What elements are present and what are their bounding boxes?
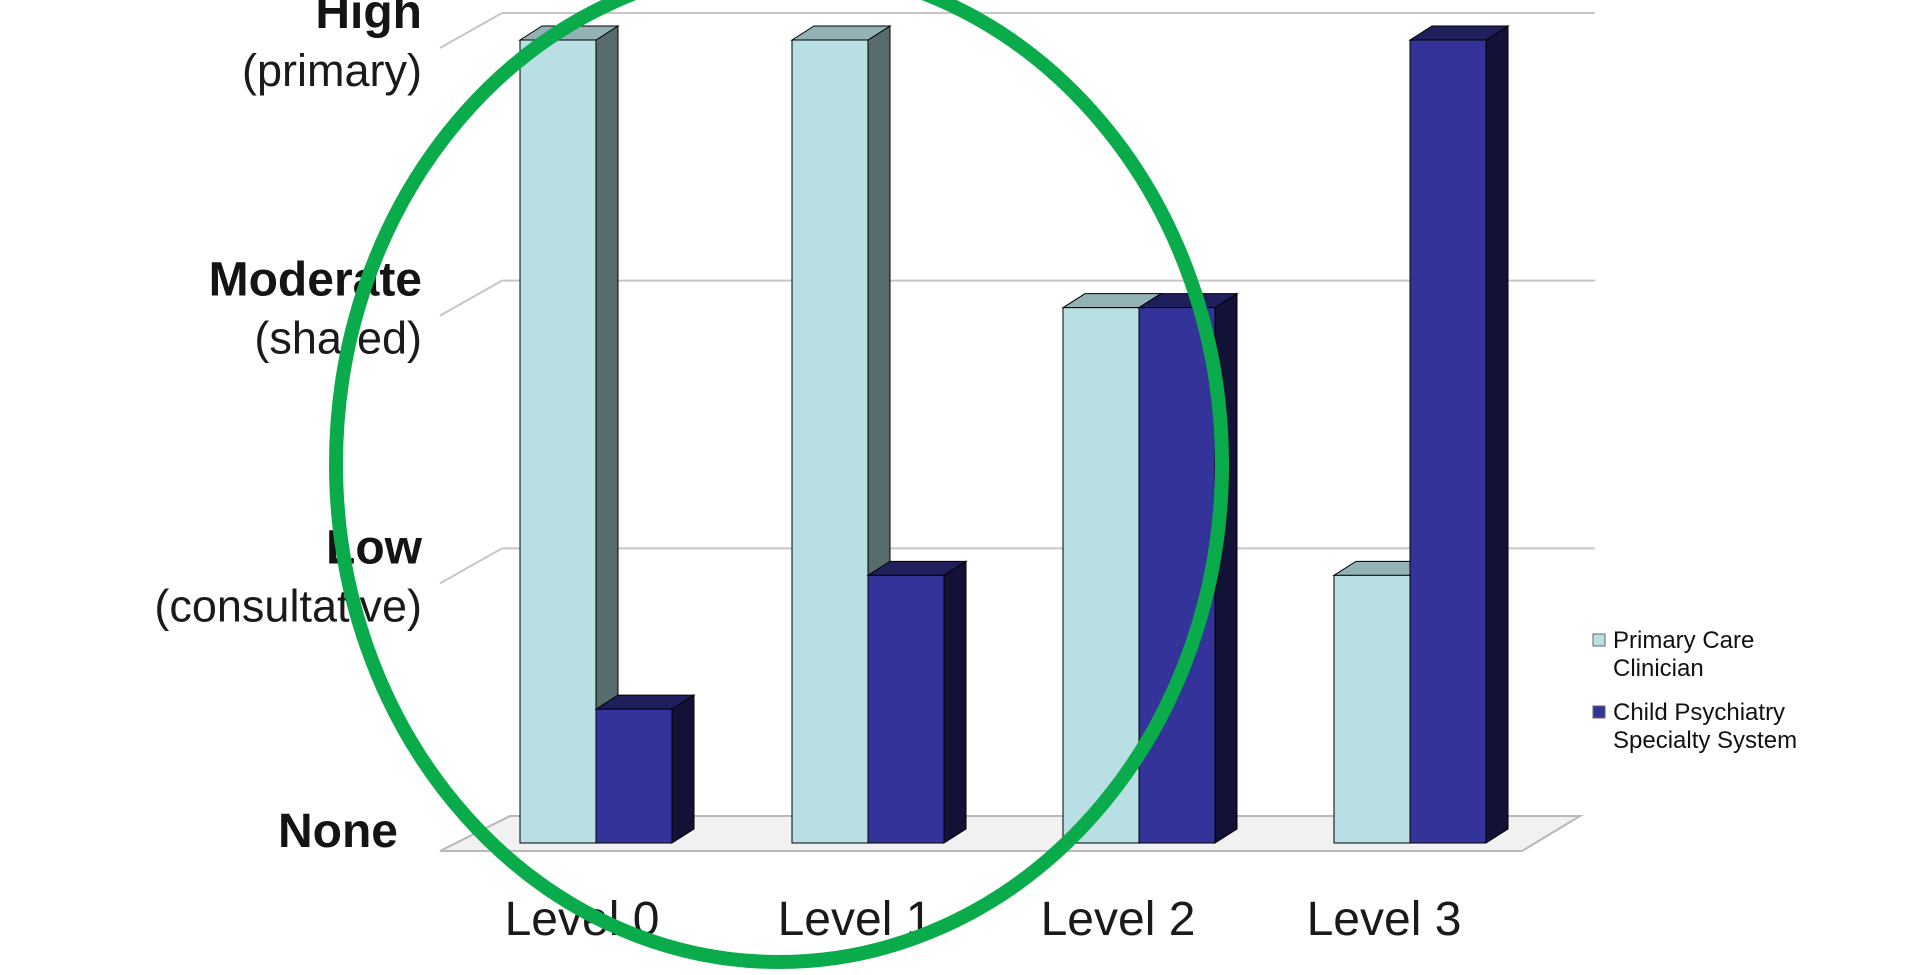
bar-front <box>595 708 673 844</box>
chart-floor-plane <box>439 815 1584 852</box>
bar-front <box>1138 307 1216 844</box>
y-level-label: High <box>315 0 422 39</box>
bar-front <box>791 39 869 844</box>
y-level-label: Moderate <box>209 254 422 307</box>
x-tick-label: Level 3 <box>1307 893 1462 946</box>
bar <box>1137 292 1239 844</box>
gridline-slant <box>439 12 503 49</box>
legend-entry: Primary Care Clinician <box>1613 627 1754 682</box>
bar <box>866 560 968 844</box>
bar-front <box>1333 574 1411 844</box>
legend: Primary Care Clinician Child Psychiatry Spe… <box>1592 627 1797 754</box>
bar-side <box>671 694 695 844</box>
annotation-ellipse <box>329 0 1229 969</box>
legend-entry: Child Psychiatry Specialty System <box>1613 699 1797 754</box>
legend-swatch <box>1592 705 1606 719</box>
x-tick-label: Level 2 <box>1041 893 1196 946</box>
y-axis-labels: NoneLow(consultative)Moderate(shared)Hig… <box>154 0 422 858</box>
bar-front <box>867 574 945 844</box>
chart-floor <box>439 815 1584 852</box>
bar-side <box>943 560 967 844</box>
y-level-sublabel: (primary) <box>242 45 422 96</box>
annotation-ellipse-shape <box>329 0 1229 969</box>
bar-front <box>1062 307 1140 844</box>
bar-side <box>1485 25 1509 844</box>
bars <box>518 25 1510 844</box>
y-level-sublabel: (shared) <box>254 313 422 364</box>
x-axis-labels: Level 0 Level 1 Level 2 Level 3 <box>505 893 1462 946</box>
bar-front <box>519 39 597 844</box>
gridline-slant <box>439 547 503 585</box>
bar <box>1408 25 1510 844</box>
gridline-slant <box>439 279 503 317</box>
bar-front <box>1409 39 1487 844</box>
y-level-label: None <box>278 805 398 858</box>
bar <box>594 694 696 844</box>
y-level-sublabel: (consultative) <box>154 580 422 631</box>
bar <box>790 25 892 844</box>
legend-swatch <box>1592 633 1606 647</box>
